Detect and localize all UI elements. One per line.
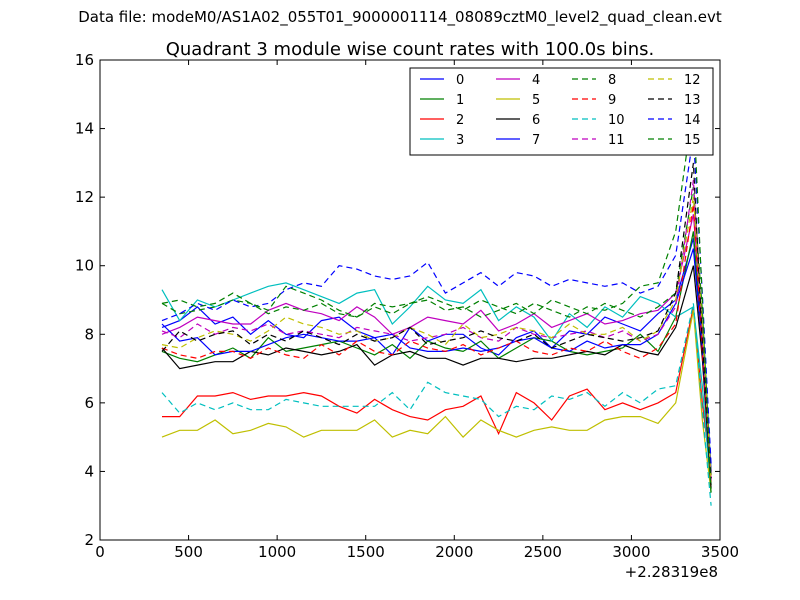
legend-label: 5 [532, 93, 540, 108]
series-line-3 [161, 282, 712, 493]
legend-label: 11 [608, 133, 625, 148]
x-tick-label: 0 [95, 543, 105, 561]
y-tick-label: 16 [75, 51, 94, 69]
legend-label: 4 [532, 73, 540, 88]
series-line-10 [161, 303, 712, 506]
y-tick-label: 10 [75, 257, 94, 275]
legend-label: 9 [608, 93, 616, 108]
series-line-15 [161, 104, 712, 496]
x-offset-label: +2.28319e8 [625, 563, 718, 581]
series-line-4 [161, 214, 712, 482]
series-line-2 [162, 306, 712, 475]
series-line-12 [161, 196, 712, 482]
series-line-13 [161, 162, 712, 479]
y-tick-label: 6 [84, 394, 94, 412]
page-title: Data file: modeM0/AS1A02_055T01_90000011… [78, 8, 722, 26]
y-tick-label: 12 [75, 188, 94, 206]
legend-label: 15 [684, 133, 701, 148]
y-tick-label: 14 [75, 120, 94, 138]
x-tick-label: 3000 [612, 543, 650, 561]
y-tick-label: 4 [84, 462, 94, 480]
x-tick-label: 3500 [701, 543, 739, 561]
legend-label: 2 [456, 113, 464, 128]
x-tick-label: 2000 [435, 543, 473, 561]
series-line-11 [161, 179, 712, 479]
series-line-5 [161, 310, 712, 493]
y-tick-label: 2 [84, 531, 94, 549]
legend-label: 14 [684, 113, 701, 128]
legend-label: 6 [532, 113, 540, 128]
series-line-7 [161, 248, 712, 479]
legend-label: 7 [532, 133, 540, 148]
legend-label: 0 [456, 73, 464, 88]
x-tick-label: 1500 [347, 543, 385, 561]
y-tick-label: 8 [84, 325, 94, 343]
chart-title: Quadrant 3 module wise count rates with … [166, 39, 655, 60]
legend-label: 3 [456, 133, 464, 148]
plot-lines [161, 104, 712, 506]
x-tick-label: 1000 [258, 543, 296, 561]
x-tick-label: 500 [174, 543, 203, 561]
legend-label: 13 [684, 93, 701, 108]
legend-label: 12 [684, 73, 701, 88]
legend-label: 8 [608, 73, 616, 88]
series-line-1 [161, 231, 712, 486]
legend-box [409, 67, 714, 156]
series-line-9 [161, 203, 712, 479]
series-line-6 [161, 265, 712, 489]
legend-label: 10 [608, 113, 625, 128]
x-tick-label: 2500 [524, 543, 562, 561]
legend-label: 1 [456, 93, 464, 108]
series-line-8 [161, 186, 712, 475]
plot-frame [99, 59, 721, 541]
